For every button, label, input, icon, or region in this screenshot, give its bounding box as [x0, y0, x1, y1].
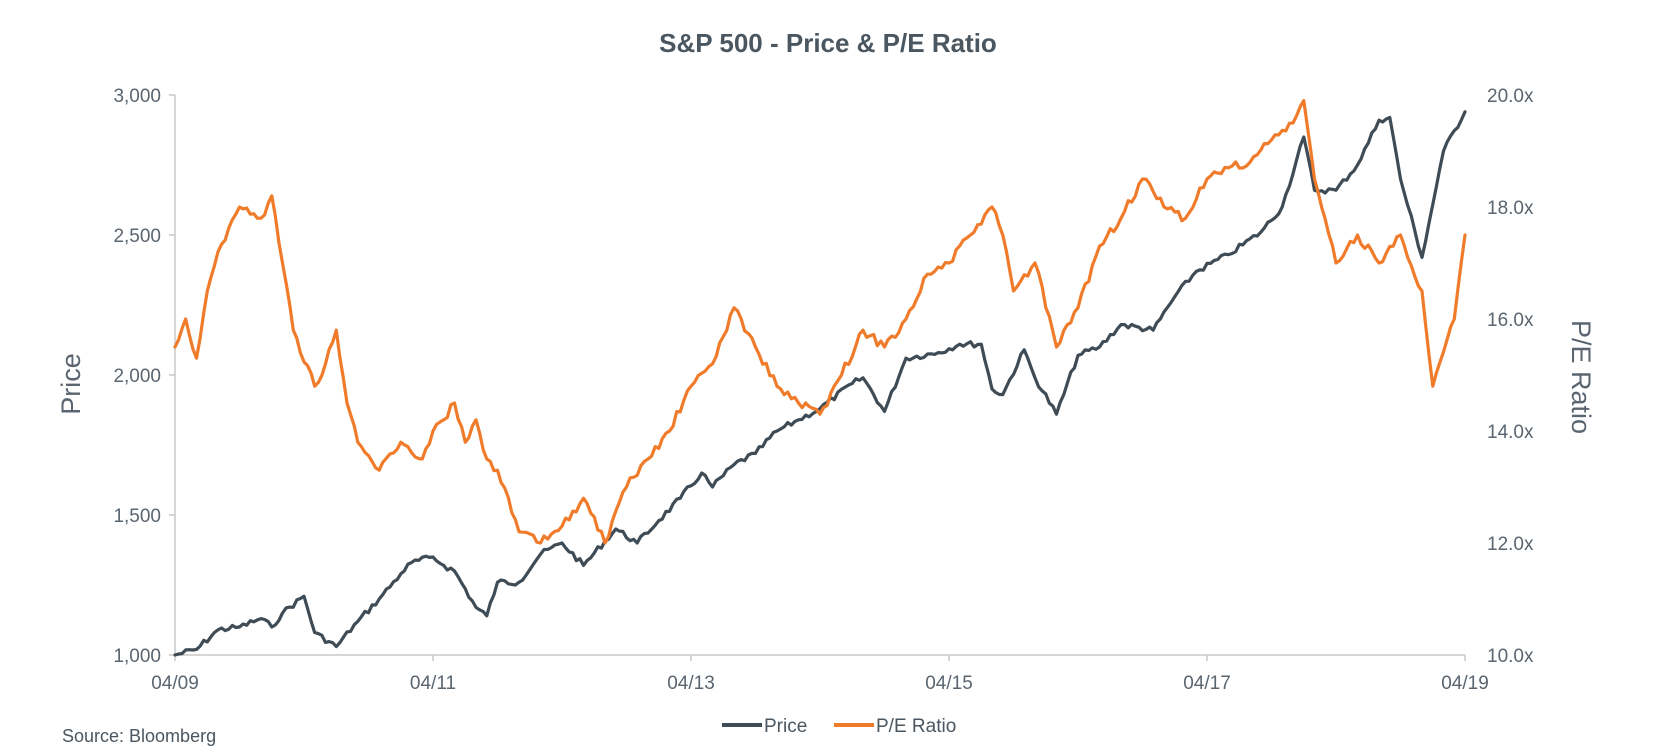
x-tick-label: 04/09: [151, 673, 199, 694]
y-tick-label: 2,000: [113, 366, 161, 387]
y2-ticks: 10.0x 12.0x 14.0x 16.0x 18.0x 20.0x: [1487, 86, 1534, 667]
y2-tick-label: 12.0x: [1487, 534, 1534, 555]
y-tick-label: 3,000: [113, 86, 161, 107]
y-axis-label: Price: [56, 353, 86, 415]
series-line-pe-ratio: [173, 99, 1467, 545]
chart-title: S&P 500 - Price & P/E Ratio: [659, 28, 997, 58]
legend-label-price: Price: [764, 716, 807, 737]
y2-tick-label: 10.0x: [1487, 646, 1534, 667]
legend: Price P/E Ratio: [722, 716, 956, 737]
source-note: Source: Bloomberg: [62, 726, 216, 746]
legend-label-pe: P/E Ratio: [876, 716, 956, 737]
x-tick-label: 04/19: [1441, 673, 1489, 694]
axes: [174, 95, 1465, 656]
y-tick-label: 1,500: [113, 506, 161, 527]
y-tick-label: 2,500: [113, 226, 161, 247]
y-ticks: 1,000 1,500 2,000 2,500 3,000: [113, 86, 175, 667]
y2-axis-label: P/E Ratio: [1566, 320, 1596, 434]
x-tick-label: 04/17: [1183, 673, 1231, 694]
series-line-price: [173, 110, 1467, 657]
y2-tick-label: 20.0x: [1487, 86, 1534, 107]
y2-tick-label: 16.0x: [1487, 310, 1534, 331]
y2-tick-label: 14.0x: [1487, 422, 1534, 443]
x-tick-label: 04/13: [667, 673, 715, 694]
x-tick-label: 04/11: [410, 673, 456, 694]
series-layer: [173, 99, 1467, 657]
y-tick-label: 1,000: [113, 646, 161, 667]
y2-tick-label: 18.0x: [1487, 198, 1534, 219]
x-tick-label: 04/15: [925, 673, 973, 694]
x-ticks: 04/09 04/11 04/13 04/15 04/17 04/19: [151, 655, 1489, 694]
